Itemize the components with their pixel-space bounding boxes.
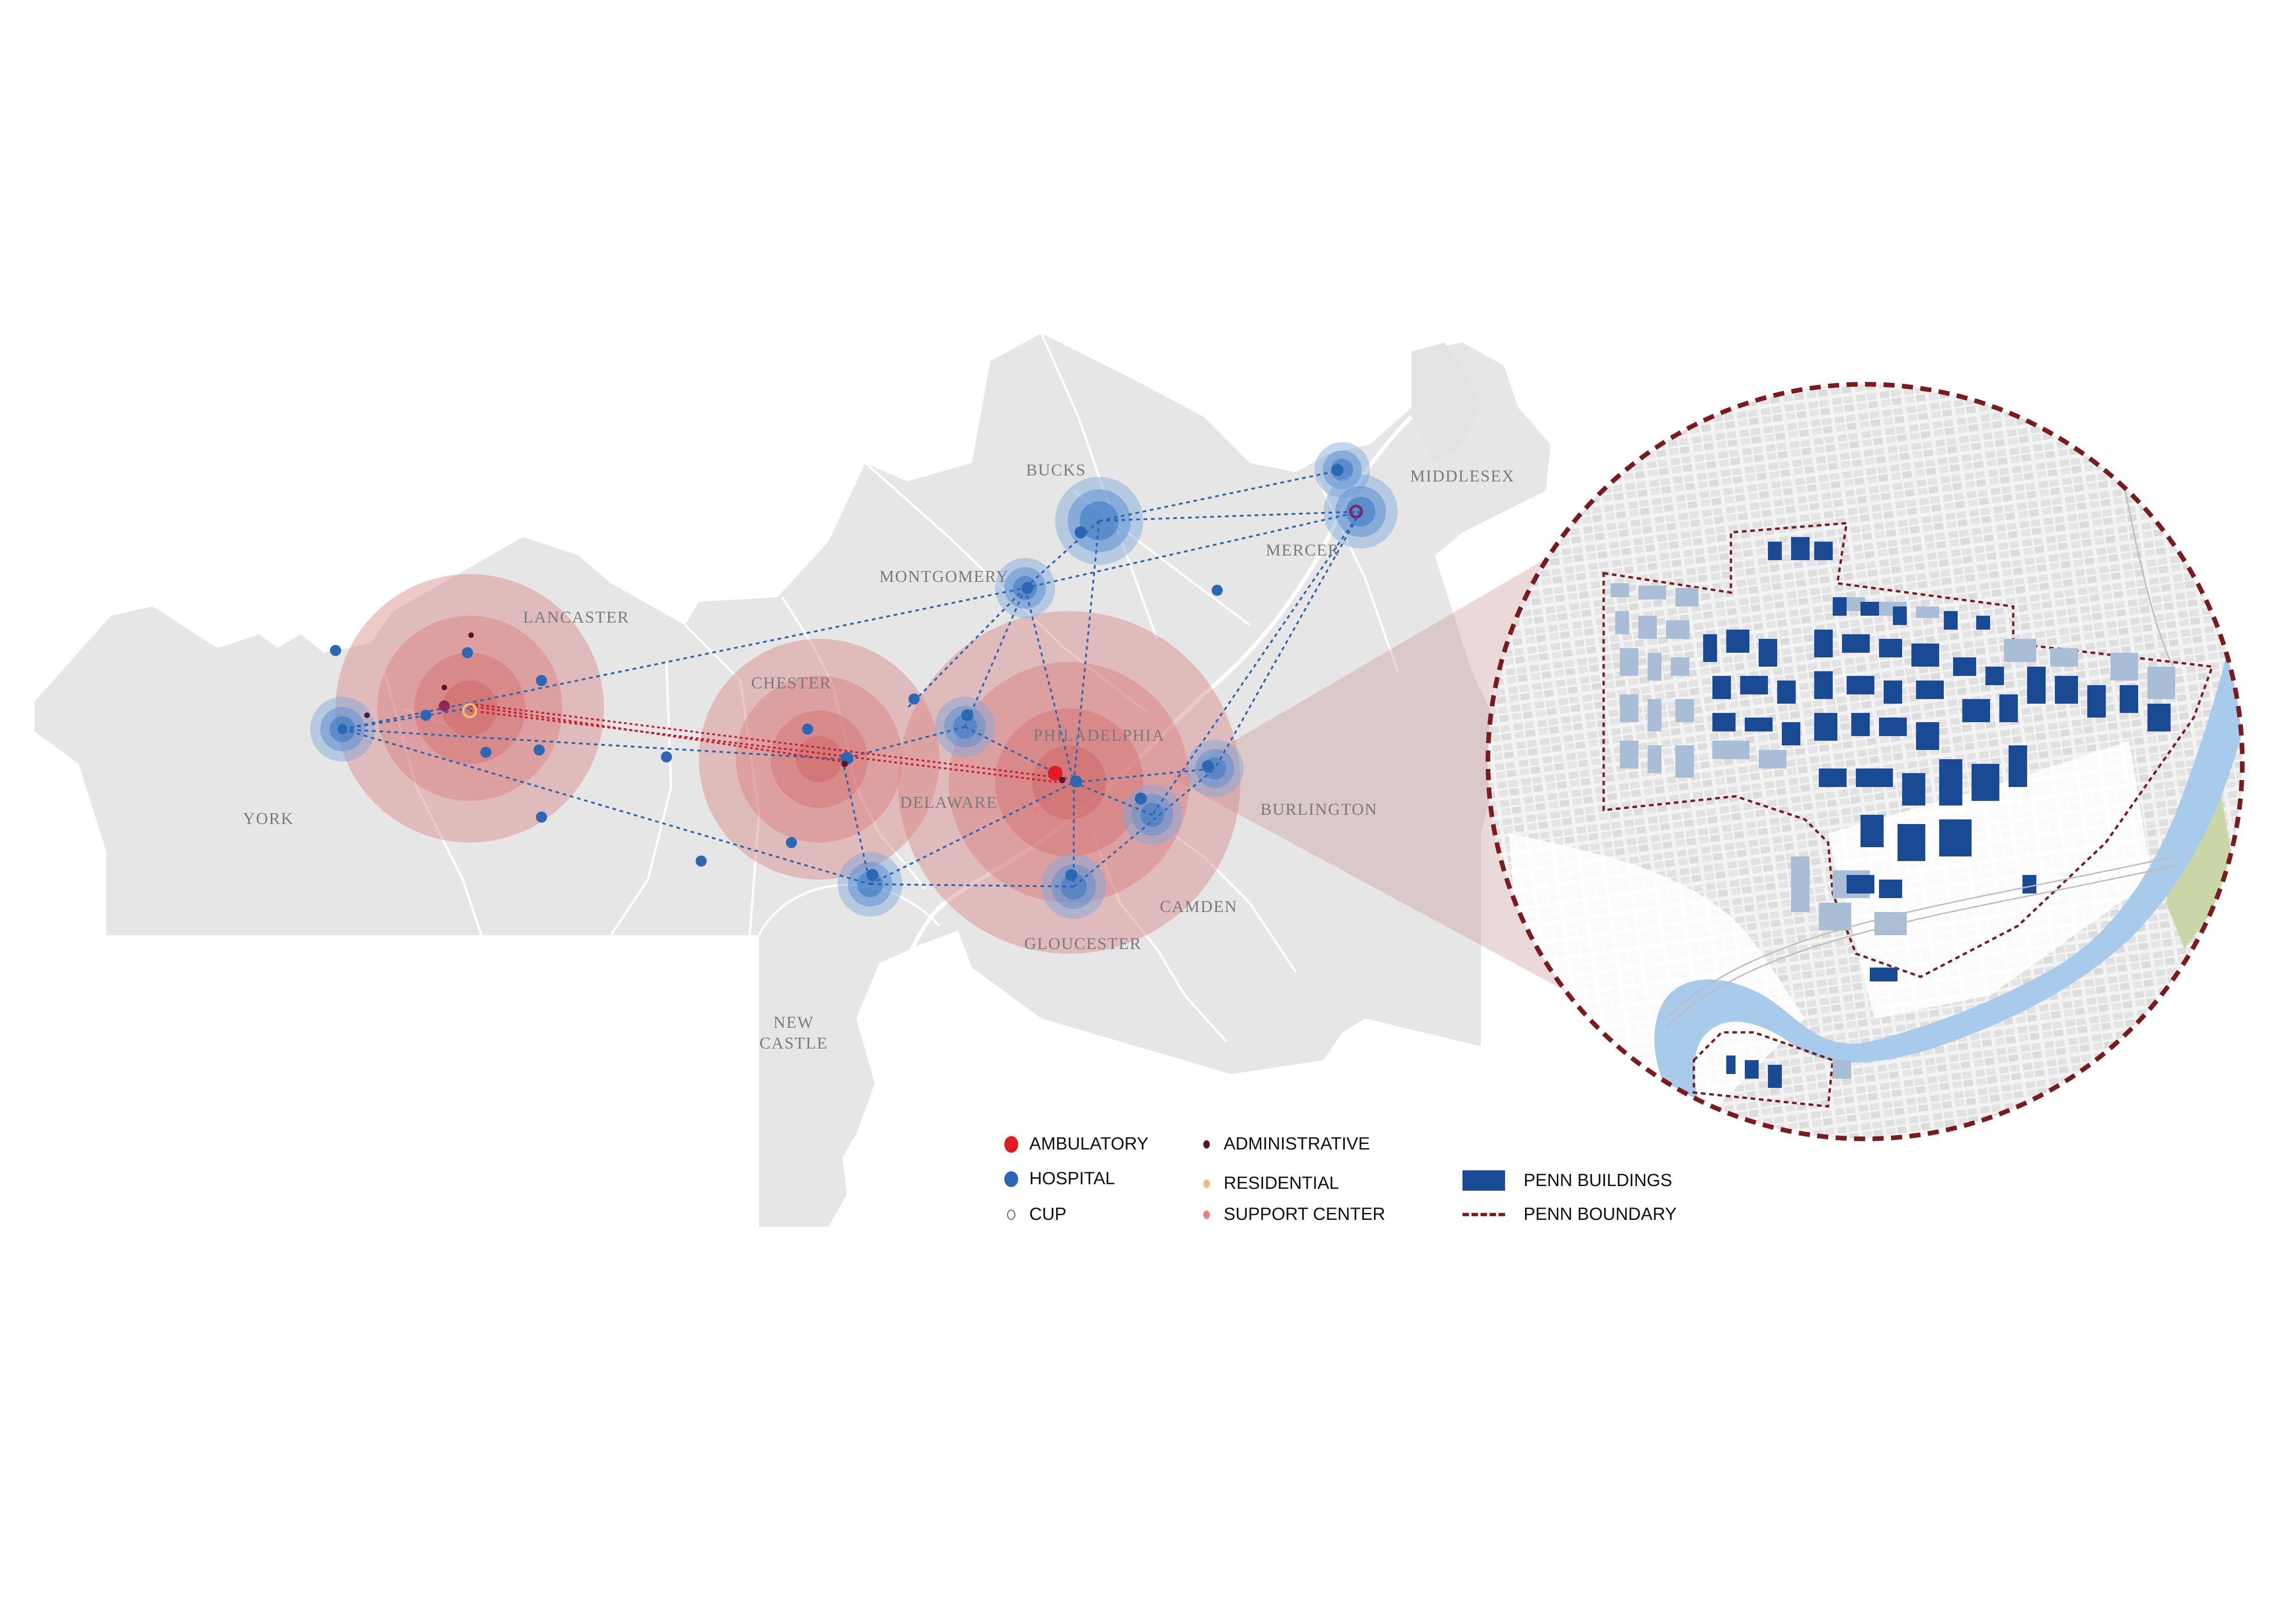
ambulatory-lines [469,703,1060,783]
legend-hospital: HOSPITAL [1004,1169,1115,1189]
hospital-points [330,464,1344,881]
legend: AMBULATORY HOSPITAL CUP ADMINISTRATIVE R… [995,1120,1736,1241]
svg-text:NEW: NEW [773,1013,814,1031]
svg-text:MONTGOMERY: MONTGOMERY [879,567,1009,586]
inset-border [1486,382,2245,1141]
ambulatory-halos [336,574,1240,954]
legend-support-center: SUPPORT CENTER [1203,1205,1385,1224]
legend-penn-boundary: PENN BOUNDARY [1462,1205,1677,1224]
penn-buildings-light [1611,583,2175,1079]
campus-inset [1486,382,2245,1141]
svg-text:CHESTER: CHESTER [751,674,832,692]
legend-penn-buildings: PENN BUILDINGS [1462,1170,1672,1191]
residential-dot-icon [1203,1179,1210,1188]
svg-text:LANCASTER: LANCASTER [523,608,629,626]
penn-boundary [1602,522,2214,1108]
schuylkill-river [1654,639,2242,1120]
svg-text:CAMDEN: CAMDEN [1160,897,1238,916]
svg-text:MIDDLESEX: MIDDLESEX [1410,467,1515,485]
svg-text:BUCKS: BUCKS [1026,461,1086,479]
penn-buildings [1703,537,2171,1088]
support-points [1034,807,1039,813]
ambulatory-points [439,505,1363,781]
cup-ring-icon [1007,1209,1015,1220]
hospital-dot-icon [1004,1171,1018,1187]
penn-boundary-dashed-icon [1462,1213,1505,1216]
administrative-dot-icon [1203,1140,1210,1149]
ambulatory-dot-icon [1004,1136,1018,1153]
svg-text:MERCER: MERCER [1266,541,1340,559]
legend-residential: RESIDENTIAL [1203,1174,1339,1193]
svg-text:PHILADELPHIA: PHILADELPHIA [1033,726,1165,744]
legend-cup: CUP [1007,1205,1066,1224]
svg-text:GLOUCESTER: GLOUCESTER [1024,934,1142,953]
administrative-points [364,632,1065,783]
svg-text:YORK: YORK [243,809,294,828]
svg-text:CASTLE: CASTLE [759,1034,828,1052]
svg-text:DELAWARE: DELAWARE [900,793,997,812]
legend-administrative: ADMINISTRATIVE [1203,1134,1370,1154]
land-mass [35,332,1550,1227]
legend-ambulatory: AMBULATORY [1004,1134,1149,1154]
penn-buildings-swatch-icon [1462,1170,1505,1191]
svg-text:BURLINGTON: BURLINGTON [1260,800,1377,818]
support-center-dot-icon [1203,1210,1210,1219]
county-labels: YORK LANCASTER CHESTER MONTGOMERY BUCKS … [243,461,1515,1052]
